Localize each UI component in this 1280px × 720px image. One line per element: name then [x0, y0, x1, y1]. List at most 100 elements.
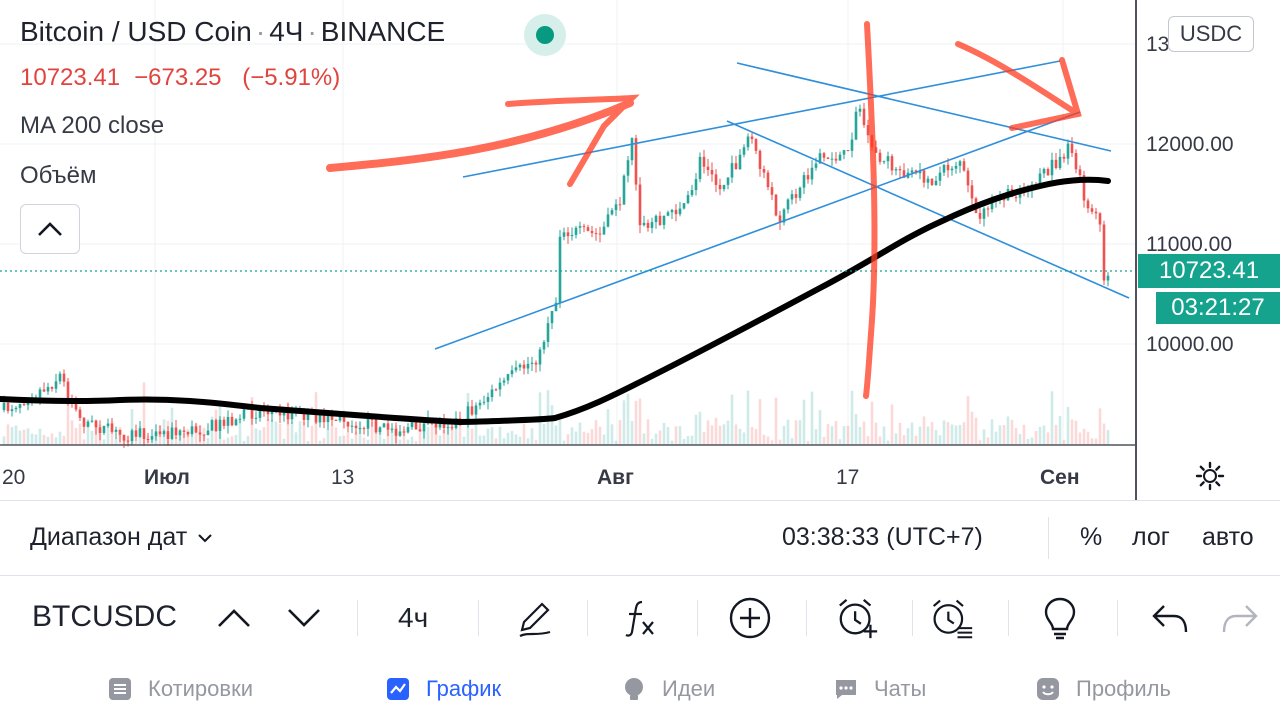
chart-settings-gear-icon[interactable]: [1190, 458, 1230, 494]
redo-button[interactable]: [1218, 596, 1262, 640]
drawing-tools-button[interactable]: [512, 596, 556, 640]
pen-icon: [519, 602, 551, 638]
candle-body: [806, 175, 810, 180]
candle-body: [802, 175, 806, 188]
arrow-annotation[interactable]: [326, 99, 634, 172]
vertical-annotation[interactable]: [863, 21, 878, 399]
volume-bar: [458, 423, 462, 445]
indicator-volume-label[interactable]: Объём: [20, 162, 97, 189]
interval-label: 4Ч: [269, 16, 304, 47]
lightbulb-icon: [1044, 597, 1076, 640]
fx-icon: [625, 600, 654, 637]
candle-body: [794, 194, 798, 198]
candle-body: [54, 381, 58, 389]
volume-bar: [926, 426, 930, 445]
candle-body: [810, 167, 814, 180]
candle-body: [658, 215, 662, 225]
symbol-selector[interactable]: BTCUSDC: [32, 600, 178, 633]
ideas-button[interactable]: [1038, 596, 1082, 640]
candle-body: [286, 408, 290, 420]
tab-profile[interactable]: Профиль: [1036, 676, 1171, 702]
volume-bar: [262, 427, 266, 445]
candle-body: [478, 402, 482, 406]
trendline[interactable]: [434, 111, 1081, 350]
arrow-annotation[interactable]: [955, 41, 1081, 117]
candle-body: [342, 415, 346, 422]
date-range-bar: Диапазон дат 03:38:33 (UTC+7) % лог авто: [0, 500, 1280, 576]
candle-body: [1054, 159, 1058, 168]
candle-body: [602, 226, 606, 235]
candle-body: [482, 401, 486, 403]
volume-bar: [22, 429, 26, 445]
tab-label: Чаты: [874, 676, 927, 701]
add-alert-button[interactable]: [836, 596, 880, 640]
volume-bar: [242, 440, 246, 445]
candle-body: [346, 421, 350, 427]
candle-body: [670, 209, 674, 213]
divider: [1008, 600, 1009, 636]
timezone-clock[interactable]: 03:38:33 (UTC+7): [782, 523, 983, 551]
volume-bar: [206, 438, 210, 445]
tab-chart[interactable]: График: [386, 676, 501, 702]
chart-area[interactable]: 13000.00 12000.00 11000.00 10000.00 20 И…: [0, 0, 1280, 500]
trendline[interactable]: [726, 120, 1130, 299]
tab-quotes[interactable]: Котировки: [108, 676, 253, 702]
volume-bar: [590, 429, 594, 445]
tab-label: Котировки: [148, 676, 254, 701]
candle-body: [566, 232, 570, 237]
candle-body: [878, 152, 882, 162]
candle-body: [386, 423, 390, 430]
candle-body: [834, 158, 838, 161]
arrow-annotation[interactable]: [505, 94, 640, 187]
volume-bar: [854, 414, 858, 445]
volume-bar: [882, 426, 886, 445]
tab-ideas[interactable]: Идеи: [622, 676, 715, 702]
next-symbol-button[interactable]: [282, 596, 326, 640]
volume-bar: [842, 426, 846, 445]
trendline[interactable]: [736, 62, 1112, 152]
auto-scale-button[interactable]: авто: [1202, 523, 1254, 551]
volume-bar: [742, 432, 746, 445]
volume-bar: [326, 428, 330, 445]
market-status-icon[interactable]: [524, 14, 566, 56]
candle-body: [822, 153, 826, 158]
trendlines[interactable]: [434, 60, 1130, 350]
percent-scale-button[interactable]: %: [1080, 523, 1103, 551]
volume-bar: [730, 394, 734, 445]
volume-bar: [82, 439, 86, 445]
collapse-indicators-button[interactable]: [20, 204, 80, 254]
volume-bar: [274, 421, 278, 445]
undo-button[interactable]: [1148, 596, 1192, 640]
add-button[interactable]: [728, 596, 772, 640]
candle-body: [674, 209, 678, 215]
indicator-ma-label[interactable]: MA 200 close: [20, 112, 165, 139]
interval-selector[interactable]: 4ч: [398, 602, 429, 633]
candle-body: [418, 429, 422, 432]
previous-symbol-button[interactable]: [212, 596, 256, 640]
candle-body: [526, 363, 530, 369]
indicators-button[interactable]: [618, 596, 662, 640]
candle-body: [410, 422, 414, 428]
log-scale-button[interactable]: лог: [1132, 523, 1170, 551]
arrow-annotation[interactable]: [1009, 57, 1082, 131]
volume-bar: [938, 435, 942, 445]
volume-bar: [406, 439, 410, 445]
tab-chats[interactable]: Чаты: [834, 676, 926, 702]
trendline[interactable]: [462, 60, 1061, 178]
candle-body: [106, 423, 110, 426]
candle-body: [922, 170, 926, 183]
currency-badge[interactable]: USDC: [1168, 16, 1254, 52]
candle-body: [734, 163, 738, 170]
volume-bar: [238, 419, 242, 445]
drawing-annotations[interactable]: [326, 21, 1082, 399]
volume-bar: [810, 391, 814, 445]
volume-bar: [1006, 416, 1010, 445]
date-range-button[interactable]: Диапазон дат: [30, 523, 213, 552]
volume-bar: [690, 435, 694, 445]
alerts-list-button[interactable]: [930, 596, 974, 640]
volume-bar: [734, 424, 738, 445]
volume-bar: [378, 430, 382, 445]
symbol-title[interactable]: Bitcoin / USD Coin · 4Ч · BINANCE: [20, 16, 445, 48]
candle-body: [146, 439, 150, 441]
volume-bar: [318, 440, 322, 445]
